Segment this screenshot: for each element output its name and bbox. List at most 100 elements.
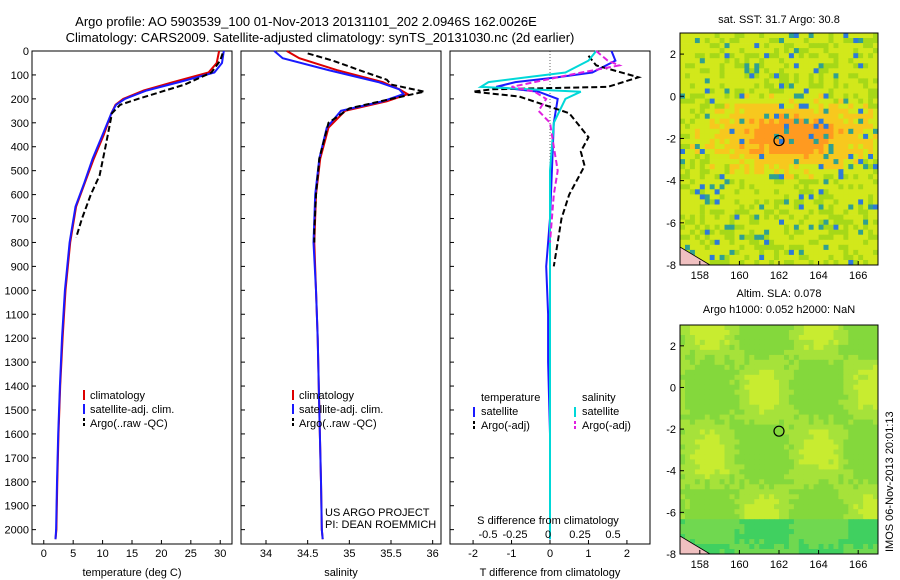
map-cell bbox=[793, 184, 800, 190]
map-cell bbox=[858, 93, 864, 99]
map-cell bbox=[714, 529, 720, 535]
map-cell bbox=[694, 68, 701, 74]
map-cell bbox=[685, 58, 691, 64]
map-cell bbox=[764, 169, 770, 175]
map-cell bbox=[868, 429, 874, 435]
map-cell bbox=[838, 474, 844, 480]
map-cell bbox=[739, 479, 745, 485]
map-cell bbox=[729, 249, 735, 256]
map-cell bbox=[764, 514, 770, 520]
map-cell bbox=[833, 83, 839, 89]
map-cell bbox=[774, 78, 780, 84]
map-cell bbox=[724, 429, 730, 435]
map-cell bbox=[779, 229, 785, 236]
map-cell bbox=[784, 88, 790, 94]
map-cell bbox=[769, 424, 775, 430]
map-cell bbox=[759, 369, 765, 376]
map-cell bbox=[848, 544, 854, 550]
map-cell bbox=[729, 234, 735, 241]
map-cell bbox=[843, 53, 849, 59]
map-cell bbox=[704, 544, 711, 550]
map-cell bbox=[808, 38, 815, 44]
map-cell bbox=[680, 43, 686, 49]
map-cell bbox=[798, 103, 805, 109]
map-cell bbox=[704, 419, 711, 425]
map-cell bbox=[779, 484, 785, 490]
map-cell bbox=[818, 404, 824, 411]
map-cell bbox=[838, 424, 844, 430]
map-cell bbox=[685, 524, 691, 530]
map-cell bbox=[714, 133, 720, 140]
map-cell bbox=[858, 33, 864, 39]
map-cell bbox=[873, 394, 879, 401]
map-cell bbox=[873, 429, 879, 435]
map-cell bbox=[680, 469, 686, 475]
map-cell bbox=[769, 330, 775, 336]
map-cell bbox=[724, 544, 730, 550]
map-cell bbox=[714, 419, 720, 425]
map-cell bbox=[729, 364, 735, 371]
map-cell bbox=[818, 364, 824, 371]
map-cell bbox=[769, 335, 775, 341]
map-cell bbox=[843, 184, 849, 190]
map-cell bbox=[769, 539, 775, 545]
map-cell bbox=[680, 374, 686, 381]
map-cell bbox=[724, 335, 730, 341]
map-cell bbox=[749, 199, 755, 205]
map-cell bbox=[823, 78, 829, 84]
map-cell bbox=[739, 43, 745, 49]
map-cell bbox=[704, 394, 711, 401]
map-cell bbox=[764, 108, 770, 115]
map-cell bbox=[709, 374, 716, 381]
map-cell bbox=[818, 189, 824, 195]
map-cell bbox=[769, 144, 775, 150]
map-cell bbox=[798, 224, 805, 231]
map-x-tick-label: 160 bbox=[730, 559, 748, 571]
map-cell bbox=[744, 113, 750, 120]
map-cell bbox=[764, 384, 770, 391]
map-cell bbox=[793, 98, 800, 104]
map-cell bbox=[848, 219, 854, 225]
map-cell bbox=[863, 514, 869, 520]
map-cell bbox=[784, 138, 790, 145]
map-cell bbox=[848, 419, 854, 425]
map-cell bbox=[709, 384, 716, 391]
map-cell bbox=[689, 519, 696, 525]
map-cell bbox=[729, 53, 735, 59]
legend-label: satellite-adj. clim. bbox=[90, 404, 174, 416]
map-cell bbox=[754, 98, 760, 104]
map-cell bbox=[838, 48, 844, 54]
map-cell bbox=[788, 424, 795, 430]
y-tick-label: 1400 bbox=[5, 381, 29, 393]
map-cell bbox=[793, 479, 800, 485]
map-cell bbox=[848, 144, 854, 150]
map-cell bbox=[764, 424, 770, 430]
map-cell bbox=[808, 444, 815, 450]
map-cell bbox=[769, 73, 775, 79]
map-cell bbox=[689, 499, 696, 505]
map-cell bbox=[764, 78, 770, 84]
map-cell bbox=[838, 103, 844, 109]
map-cell bbox=[724, 509, 730, 515]
map-cell bbox=[803, 504, 810, 510]
map-cell bbox=[699, 369, 706, 376]
map-cell bbox=[754, 330, 760, 336]
map-cell bbox=[833, 73, 839, 79]
map-cell bbox=[719, 449, 725, 455]
map-cell bbox=[843, 48, 849, 54]
map-cell bbox=[704, 379, 711, 386]
map-cell bbox=[754, 439, 760, 445]
map-cell bbox=[784, 214, 790, 220]
map-cell bbox=[868, 449, 874, 455]
map-cell bbox=[868, 138, 874, 145]
map-cell bbox=[828, 459, 834, 465]
map-cell bbox=[853, 260, 859, 266]
map-cell bbox=[848, 459, 854, 465]
map-cell bbox=[823, 549, 829, 555]
map-cell bbox=[863, 330, 869, 336]
map-cell bbox=[744, 214, 750, 220]
map-cell bbox=[873, 349, 879, 356]
map-cell bbox=[704, 63, 711, 69]
map-cell bbox=[719, 439, 725, 445]
map-cell bbox=[803, 154, 810, 160]
